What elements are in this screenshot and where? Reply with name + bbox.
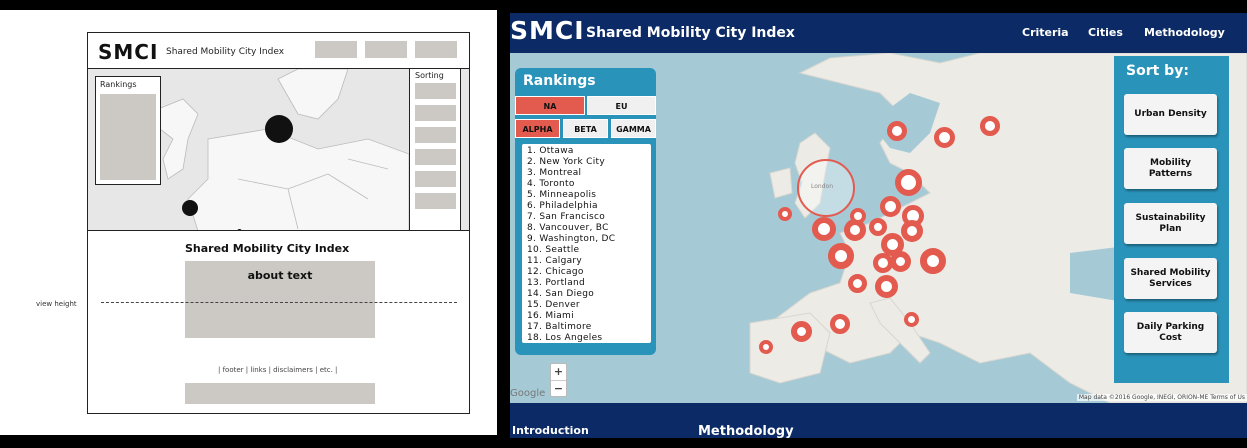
wireframe-rankings-box: Rankings (95, 76, 161, 185)
city-marker[interactable] (848, 274, 867, 293)
ranking-item[interactable]: 15. Denver (527, 300, 580, 310)
city-marker[interactable] (887, 121, 907, 141)
google-logo[interactable]: Google (510, 388, 546, 399)
wireframe-sort-placeholder (415, 193, 456, 209)
wireframe-about-text: about text (247, 269, 313, 282)
footer-introduction-link[interactable]: Introduction (512, 424, 589, 437)
zoom-in-button[interactable]: + (553, 365, 564, 378)
wireframe-map-graphic (157, 69, 410, 230)
sort-title: Sort by: (1126, 63, 1189, 79)
city-marker[interactable] (869, 218, 887, 236)
wireframe-sort-placeholder (415, 149, 456, 165)
nav-cities[interactable]: Cities (1088, 26, 1123, 39)
ranking-item[interactable]: 7. San Francisco (527, 212, 606, 222)
map-zoom-control: + − (550, 363, 567, 397)
city-marker-london[interactable] (797, 159, 855, 217)
footer-methodology-heading[interactable]: Methodology (698, 424, 794, 438)
rankings-list: 1. Ottawa 2. New York City 3. Montreal 4… (522, 144, 651, 343)
wireframe-sort-placeholder (415, 171, 456, 187)
view-height-label: view height (36, 300, 77, 308)
ranking-item[interactable]: 14. San Diego (527, 289, 595, 299)
ranking-item[interactable]: 9. Washington, DC (527, 234, 616, 244)
city-marker[interactable] (830, 314, 850, 334)
europe-map[interactable]: London + (510, 53, 1247, 403)
wireframe-sorting-box: Sorting (409, 69, 461, 230)
city-marker[interactable] (920, 248, 946, 274)
sort-daily-parking-cost-button[interactable]: Daily Parking Cost (1124, 312, 1217, 353)
city-marker[interactable] (904, 312, 919, 327)
zoom-out-button[interactable]: − (551, 380, 566, 396)
rankings-panel: Rankings NA EU ALPHA BETA GAMMA 1. Ottaw… (515, 68, 656, 355)
city-marker[interactable] (812, 217, 836, 241)
ranking-item[interactable]: 10. Seattle (527, 245, 580, 255)
map-attribution[interactable]: Map data ©2016 Google, INEGI, ORION-ME T… (1076, 394, 1247, 401)
rankings-title: Rankings (523, 73, 596, 89)
city-marker[interactable] (934, 127, 955, 148)
wireframe-frame: SMCI Shared Mobility City Index Rankings (87, 32, 470, 414)
city-marker[interactable] (890, 251, 911, 272)
city-marker[interactable] (895, 169, 922, 196)
city-marker[interactable] (828, 243, 854, 269)
app-mockup: SMCI Shared Mobility City Index Criteria… (510, 13, 1247, 438)
app-header: SMCI Shared Mobility City Index Criteria… (510, 13, 1247, 53)
region-tab-eu[interactable]: EU (587, 96, 656, 115)
wireframe-sorting-label: Sorting (415, 71, 444, 80)
ranking-item[interactable]: 12. Chicago (527, 267, 584, 277)
city-marker[interactable] (901, 220, 923, 242)
ranking-item[interactable]: 3. Montreal (527, 168, 582, 178)
wireframe-city-marker (265, 115, 293, 143)
tier-tab-gamma[interactable]: GAMMA (611, 119, 656, 138)
sort-panel: Sort by: Urban Density Mobility Patterns… (1114, 56, 1229, 383)
ranking-item[interactable]: 11. Calgary (527, 256, 583, 266)
city-marker[interactable] (850, 208, 866, 224)
app-site-title: Shared Mobility City Index (586, 25, 795, 41)
wireframe-panel: view height SMCI Shared Mobility City In… (0, 10, 497, 435)
city-marker[interactable] (875, 275, 898, 298)
wireframe-map: Rankings Sorting (88, 69, 469, 231)
app-logo[interactable]: SMCI (510, 16, 585, 45)
ranking-item[interactable]: 2. New York City (527, 157, 605, 167)
city-marker[interactable] (778, 207, 792, 221)
wireframe-header: SMCI Shared Mobility City Index (88, 33, 469, 69)
nav-criteria[interactable]: Criteria (1022, 26, 1069, 39)
wireframe-nav-placeholder (365, 41, 407, 58)
city-marker[interactable] (980, 116, 1000, 136)
ranking-item[interactable]: 18. Los Angeles (527, 333, 603, 343)
nav-methodology[interactable]: Methodology (1144, 26, 1225, 39)
ranking-item[interactable]: 5. Minneapolis (527, 190, 597, 200)
wireframe-rankings-placeholder (100, 94, 156, 180)
wireframe-rankings-label: Rankings (100, 80, 137, 89)
wireframe-footer-placeholder (185, 383, 375, 404)
city-marker[interactable] (759, 340, 773, 354)
city-marker[interactable] (880, 196, 901, 217)
wireframe-city-marker (182, 200, 198, 216)
sort-sustainability-plan-button[interactable]: Sustainability Plan (1124, 203, 1217, 244)
wireframe-index-title: Shared Mobility City Index (185, 242, 350, 255)
wireframe-nav-placeholder (415, 41, 457, 58)
wireframe-about-box: about text (185, 261, 375, 338)
city-marker[interactable] (791, 321, 812, 342)
wireframe-logo: SMCI (98, 40, 159, 64)
wireframe-footer-links: | footer | links | disclaimers | etc. | (218, 366, 338, 374)
wireframe-nav-placeholder (315, 41, 357, 58)
ranking-item[interactable]: 8. Vancouver, BC (527, 223, 609, 233)
tier-tab-beta[interactable]: BETA (563, 119, 608, 138)
sort-urban-density-button[interactable]: Urban Density (1124, 94, 1217, 135)
ranking-item[interactable]: 1. Ottawa (527, 146, 574, 156)
ranking-item[interactable]: 6. Philadelphia (527, 201, 598, 211)
ranking-item[interactable]: 17. Baltimore (527, 322, 592, 332)
wireframe-sort-placeholder (415, 127, 456, 143)
view-height-divider (101, 302, 457, 303)
wireframe-sort-placeholder (415, 105, 456, 121)
ranking-item[interactable]: 16. Miami (527, 311, 574, 321)
wireframe-city-marker (237, 229, 242, 230)
wireframe-sort-placeholder (415, 83, 456, 99)
ranking-item[interactable]: 4. Toronto (527, 179, 575, 189)
sort-shared-mobility-services-button[interactable]: Shared Mobility Services (1124, 258, 1217, 299)
ranking-item[interactable]: 13. Portland (527, 278, 586, 288)
sort-mobility-patterns-button[interactable]: Mobility Patterns (1124, 148, 1217, 189)
region-tab-na[interactable]: NA (515, 96, 585, 115)
wireframe-site-title: Shared Mobility City Index (166, 47, 285, 57)
tier-tab-alpha[interactable]: ALPHA (515, 119, 560, 138)
